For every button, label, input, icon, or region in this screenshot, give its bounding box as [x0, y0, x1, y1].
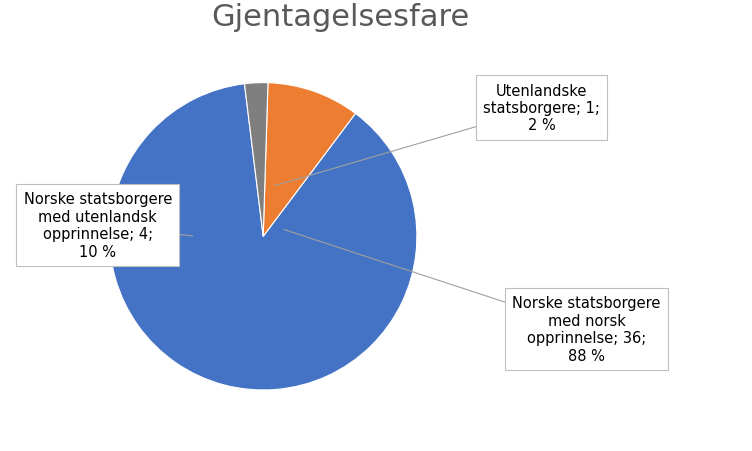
- Text: Norske statsborgere
med norsk
opprinnelse; 36;
88 %: Norske statsborgere med norsk opprinnels…: [512, 296, 661, 363]
- Wedge shape: [110, 85, 417, 390]
- Title: Gjentagelsesfare: Gjentagelsesfare: [211, 3, 469, 32]
- Text: Norske statsborgere
med utenlandsk
opprinnelse; 4;
10 %: Norske statsborgere med utenlandsk oppri…: [23, 192, 172, 259]
- Text: Utenlandske
statsborgere; 1;
2 %: Utenlandske statsborgere; 1; 2 %: [483, 83, 600, 133]
- Wedge shape: [263, 83, 356, 237]
- Wedge shape: [244, 83, 268, 237]
